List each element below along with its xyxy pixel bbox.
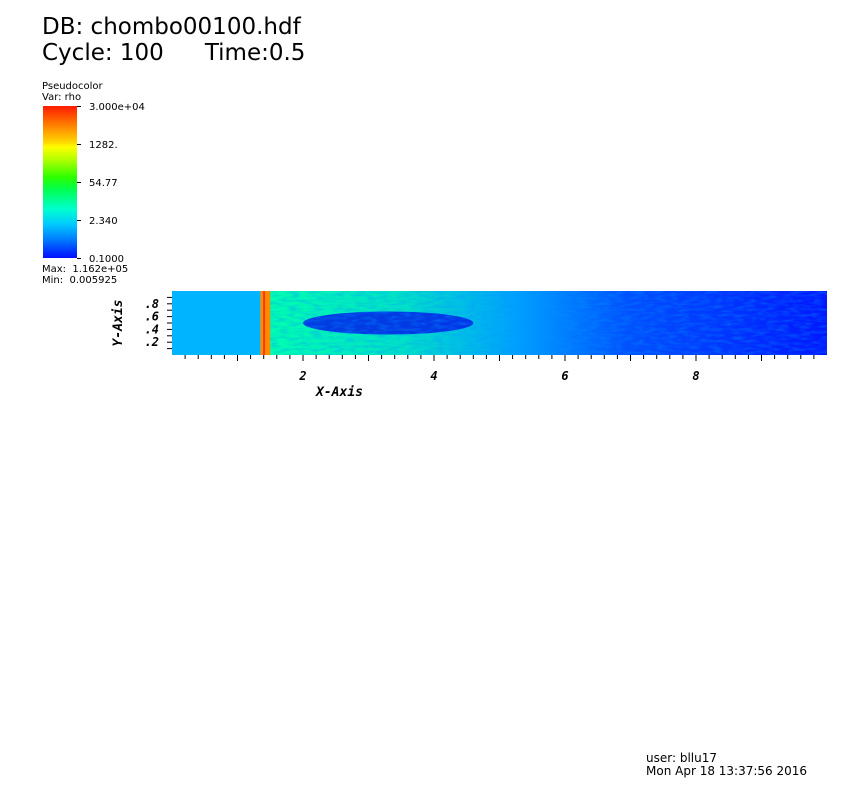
x-tick-label: 2 xyxy=(298,369,306,383)
turbulence-texture xyxy=(277,291,827,355)
date-label: Mon Apr 18 13:37:56 2016 xyxy=(646,765,807,778)
y-tick-label: .4 xyxy=(145,322,159,336)
shock-front xyxy=(260,291,270,355)
y-axis-title: Y-Axis xyxy=(111,300,126,347)
x-tick-label: 8 xyxy=(692,369,699,383)
shock-front-core xyxy=(263,291,265,355)
x-tick-label: 4 xyxy=(430,369,437,383)
y-tick-label: .6 xyxy=(145,310,159,324)
left-region xyxy=(172,291,260,355)
y-tick-label: .2 xyxy=(145,335,159,349)
x-tick-label: 6 xyxy=(561,369,568,383)
pseudocolor-plot: 2 4 6 8 .2.4.6.8 X-Axis Y-Axis xyxy=(0,0,863,420)
x-axis-title: X-Axis xyxy=(315,385,363,400)
y-tick-label: .8 xyxy=(145,297,159,311)
